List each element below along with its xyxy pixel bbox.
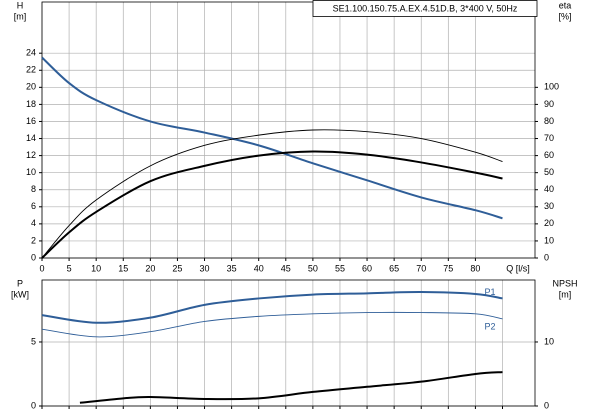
y-tick-label: 4	[31, 218, 36, 228]
y2-tick-label: 30	[544, 201, 554, 211]
curve	[79, 371, 503, 404]
y-axis-label: P	[17, 278, 23, 288]
y2-tick-label: 0	[544, 400, 549, 410]
y2-tick-label: 10	[544, 336, 554, 346]
plot-frame	[41, 279, 536, 407]
y2-axis-label: eta	[559, 0, 572, 10]
x-tick-label: 65	[389, 263, 399, 273]
y-axis-label: [kW]	[11, 289, 29, 299]
x-tick-label: 20	[145, 263, 155, 273]
y2-tick-label: 70	[544, 133, 554, 143]
y2-axis-label: [%]	[558, 11, 571, 21]
y-tick-label: 16	[26, 116, 36, 126]
curve-label: P2	[484, 321, 495, 331]
x-tick-label: 10	[91, 263, 101, 273]
y-tick-label: 14	[26, 133, 36, 143]
y2-tick-label: 40	[544, 184, 554, 194]
title-box	[312, 0, 538, 17]
plot-frame	[41, 1, 536, 259]
x-axis-label: Q [l/s]	[506, 263, 530, 273]
y-tick-label: 5	[31, 336, 36, 346]
y2-axis-label: [m]	[559, 289, 572, 299]
y-tick-label: 12	[26, 150, 36, 160]
x-tick-label: 45	[281, 263, 291, 273]
x-tick-label: 0	[39, 263, 44, 273]
y-tick-label: 6	[31, 201, 36, 211]
y-tick-label: 8	[31, 184, 36, 194]
x-tick-label: 70	[416, 263, 426, 273]
x-tick-label: 50	[308, 263, 318, 273]
y2-tick-label: 50	[544, 167, 554, 177]
x-tick-label: 15	[118, 263, 128, 273]
curve	[41, 56, 503, 220]
y-axis-label: [m]	[14, 11, 27, 21]
y2-tick-label: 80	[544, 116, 554, 126]
y2-tick-label: 60	[544, 150, 554, 160]
x-tick-label: 5	[67, 263, 72, 273]
y2-tick-label: 0	[544, 252, 549, 262]
y-tick-label: 0	[31, 400, 36, 410]
x-tick-label: 25	[172, 263, 182, 273]
y-tick-label: 0	[31, 252, 36, 262]
y2-tick-label: 100	[544, 82, 559, 92]
y-tick-label: 24	[26, 48, 36, 58]
curve	[41, 150, 503, 259]
x-tick-label: 75	[443, 263, 453, 273]
y2-axis-label: NPSH	[552, 278, 577, 288]
y-tick-label: 20	[26, 82, 36, 92]
y-tick-label: 2	[31, 235, 36, 245]
chart-title: SE1.100.150.75.A.EX.4.51D.B, 3*400 V, 50…	[333, 3, 518, 13]
x-tick-label: 30	[200, 263, 210, 273]
x-tick-label: 40	[254, 263, 264, 273]
y2-tick-label: 20	[544, 218, 554, 228]
y-tick-label: 18	[26, 99, 36, 109]
x-tick-label: 55	[335, 263, 345, 273]
y2-tick-label: 10	[544, 235, 554, 245]
curve	[41, 291, 503, 324]
x-tick-label: 35	[227, 263, 237, 273]
curve	[41, 311, 503, 338]
y-tick-label: 22	[26, 65, 36, 75]
x-tick-label: 60	[362, 263, 372, 273]
y2-tick-label: 90	[544, 99, 554, 109]
curve-label: P1	[484, 287, 495, 297]
curve	[41, 129, 503, 259]
y-axis-label: H	[17, 0, 24, 10]
y-tick-label: 10	[26, 167, 36, 177]
x-tick-label: 80	[470, 263, 480, 273]
